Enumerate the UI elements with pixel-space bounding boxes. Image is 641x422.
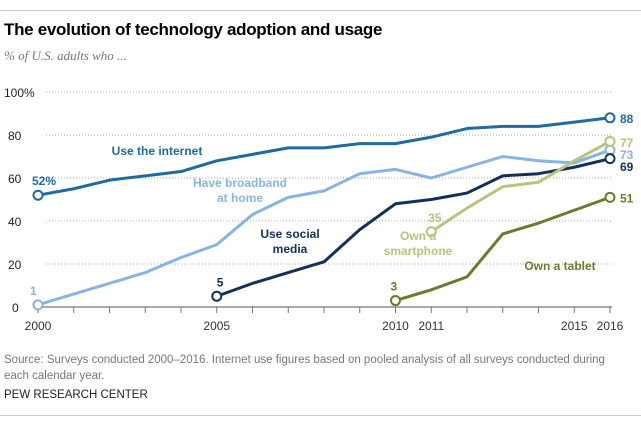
end-value-label: 88 — [620, 112, 634, 126]
series-line-0 — [37, 116, 611, 197]
y-tick-label: 100% — [4, 86, 35, 100]
x-tick-label: 2016 — [597, 319, 624, 333]
data-point-marker — [211, 290, 223, 302]
series-line-2 — [216, 157, 611, 298]
series-label: at home — [217, 191, 263, 205]
series-label: Have broadband — [193, 176, 287, 190]
data-point-marker — [32, 299, 44, 311]
end-value-label: 51 — [620, 191, 634, 205]
y-tick-label: 80 — [8, 129, 22, 143]
start-value-label: 1 — [30, 284, 37, 298]
series-label: Use social — [260, 227, 319, 241]
bottom-rule — [0, 415, 641, 416]
x-tick-label: 2011 — [418, 319, 444, 333]
data-point-marker — [604, 135, 616, 147]
start-value-label: 5 — [217, 275, 224, 289]
start-value-label: 3 — [391, 280, 398, 294]
y-tick-label: 0 — [12, 301, 19, 315]
chart-subtitle: % of U.S. adults who ... — [4, 48, 127, 63]
data-point-marker — [425, 226, 437, 238]
y-tick-label: 60 — [8, 172, 22, 186]
series-line-1 — [37, 148, 611, 307]
series-line-3 — [430, 140, 611, 234]
series-line-4 — [395, 195, 611, 302]
line-chart: 0 20 40 60 80 100% 2000 2005 2010 2011 2015 2016 52%… — [4, 86, 634, 333]
chart-title: The evolution of technology adoption and… — [4, 20, 383, 39]
y-tick-label: 40 — [8, 215, 22, 229]
data-point-marker — [390, 295, 401, 307]
x-tick-label: 2010 — [382, 319, 409, 333]
x-tick-label: 2015 — [561, 319, 588, 333]
source-note: Source: Surveys conducted 2000–2016. Int… — [4, 354, 605, 382]
y-tick-label: 20 — [8, 258, 22, 272]
start-value-label: 52% — [32, 174, 56, 188]
end-value-label: 73 — [620, 148, 634, 162]
data-point-marker — [604, 112, 616, 124]
data-point-marker — [604, 191, 616, 203]
start-value-label: 35 — [428, 211, 442, 225]
data-point-marker — [604, 153, 616, 165]
end-value-label: 77 — [620, 136, 634, 150]
series-label: Own a tablet — [524, 259, 595, 273]
data-point-marker — [32, 189, 44, 201]
x-tick-label: 2000 — [25, 319, 52, 333]
top-rule — [0, 10, 641, 11]
series-label: Own a — [400, 229, 436, 243]
x-tick-label: 2005 — [203, 319, 230, 333]
series-label: smartphone — [384, 244, 453, 258]
series-label: media — [273, 242, 308, 256]
series-label: Use the internet — [112, 144, 203, 158]
end-value-label: 69 — [620, 160, 634, 174]
credit: PEW RESEARCH CENTER — [4, 389, 148, 401]
